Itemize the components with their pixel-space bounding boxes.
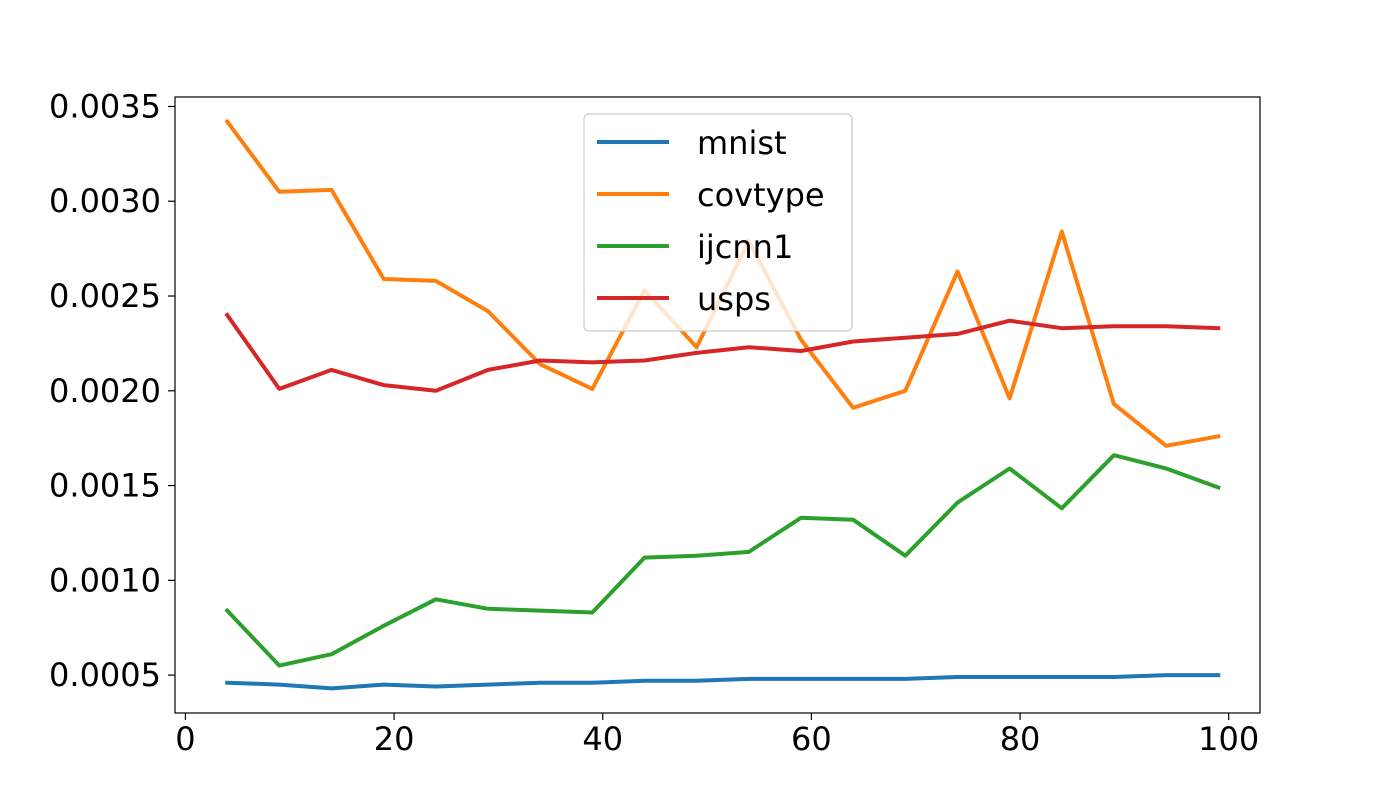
y-tick-label: 0.0010 xyxy=(49,561,161,599)
series-line-mnist xyxy=(225,673,1221,691)
y-tick-label: 0.0020 xyxy=(49,372,161,410)
series-line-ijcnn1 xyxy=(224,453,1221,668)
y-tick-label: 0.0035 xyxy=(49,87,161,125)
legend-label-mnist: mnist xyxy=(697,124,787,162)
x-tick-label: 0 xyxy=(175,720,195,758)
series-line-usps xyxy=(224,312,1221,393)
legend-label-ijcnn1: ijcnn1 xyxy=(697,228,793,266)
legend-box xyxy=(583,113,853,332)
y-tick-label: 0.0030 xyxy=(49,182,161,220)
y-tick-label: 0.0005 xyxy=(49,656,161,694)
legend-label-usps: usps xyxy=(697,280,771,318)
x-tick-label: 100 xyxy=(1198,720,1259,758)
axes: 0 20 40 60 80 100 0.0005 0.0010 0.0015 0.0020 0.00… xyxy=(49,87,1261,758)
y-tick-label: 0.0015 xyxy=(49,467,161,505)
x-tick-label: 80 xyxy=(1000,720,1041,758)
x-tick-label: 60 xyxy=(791,720,832,758)
legend: mnist covtype ijcnn1 usps xyxy=(583,113,853,332)
plot-frame xyxy=(174,96,1261,714)
x-tick-label: 40 xyxy=(582,720,623,758)
x-tick-label: 20 xyxy=(374,720,415,758)
plot-area xyxy=(224,118,1221,691)
legend-label-covtype: covtype xyxy=(697,176,825,214)
y-tick-label: 0.0025 xyxy=(49,277,161,315)
